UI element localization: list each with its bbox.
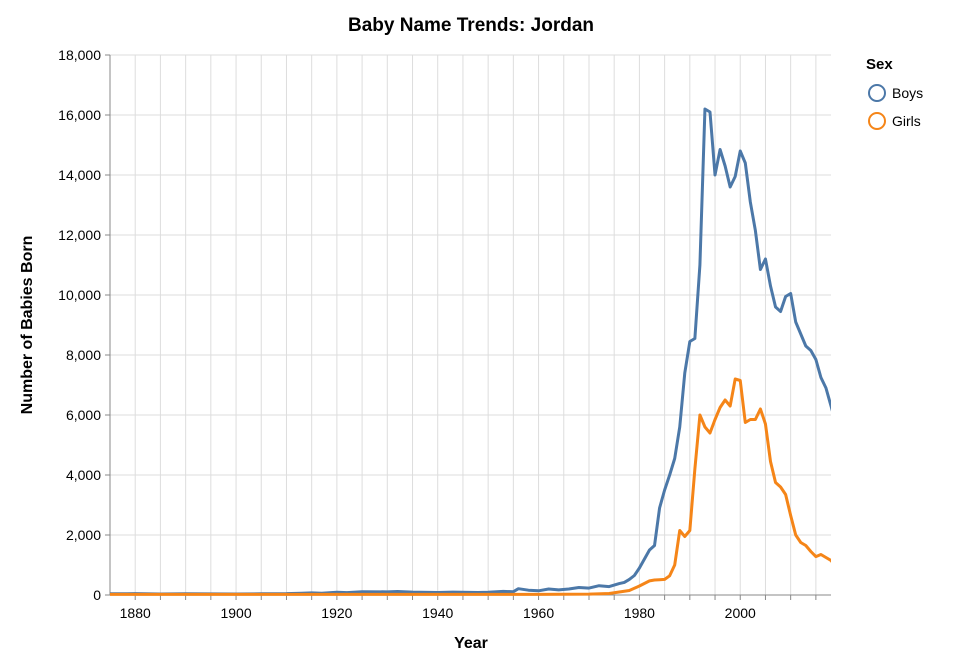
y-tick-label: 14,000 [58, 167, 101, 183]
x-tick-label: 1960 [523, 605, 554, 621]
grid [110, 54, 831, 596]
series-lines [110, 107, 831, 596]
series-line-boys [110, 107, 831, 596]
x-tick-label: 1900 [220, 605, 251, 621]
x-tick-label: 1940 [422, 605, 453, 621]
legend-title: Sex [866, 56, 893, 73]
legend-symbol-girls [868, 112, 886, 130]
y-tick-label: 16,000 [58, 107, 101, 123]
series-line-girls [110, 377, 831, 596]
x-tick-label: 1920 [321, 605, 352, 621]
legend-label-boys: Boys [892, 85, 923, 101]
axes: 1880 1900 1920 1940 1960 1980 2000 0 2,000 4,000 6… [58, 47, 831, 621]
y-axis-title: Number of Babies Born [19, 236, 36, 415]
y-tick-label: 2,000 [66, 527, 101, 543]
y-tick-label: 4,000 [66, 467, 101, 483]
y-tick-label: 6,000 [66, 407, 101, 423]
legend-label-girls: Girls [892, 113, 921, 129]
x-tick-label: 1880 [120, 605, 151, 621]
x-tick-label: 1980 [624, 605, 655, 621]
x-tick-label: 2000 [725, 605, 756, 621]
x-axis-title: Year [454, 635, 488, 652]
legend: Sex Boys Girls [866, 56, 923, 130]
chart-title: Baby Name Trends: Jordan [348, 15, 594, 36]
y-tick-label: 10,000 [58, 287, 101, 303]
y-tick-label: 0 [93, 587, 101, 603]
y-tick-label: 8,000 [66, 347, 101, 363]
legend-symbol-boys [868, 84, 886, 102]
y-tick-label: 18,000 [58, 47, 101, 63]
y-tick-label: 12,000 [58, 227, 101, 243]
